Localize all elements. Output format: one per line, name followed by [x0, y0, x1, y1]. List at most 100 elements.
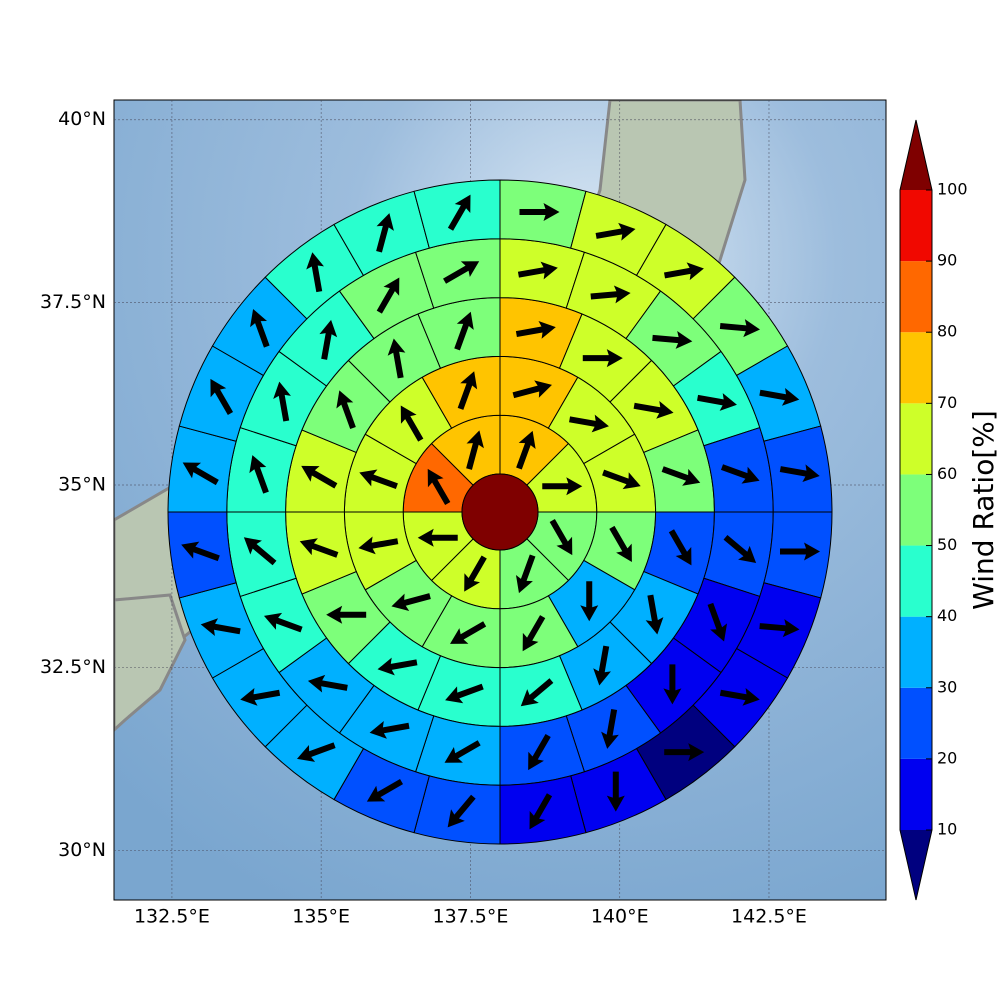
wind-arrow — [427, 468, 451, 506]
wind-arrow — [759, 388, 800, 406]
colorbar-label: Wind Ratio[%] — [967, 410, 1000, 610]
wind-arrow — [182, 462, 219, 486]
wind-arrow — [273, 381, 291, 422]
map-frame — [113, 99, 887, 901]
wind-arrow — [369, 721, 410, 739]
wind-arrow — [697, 393, 737, 411]
wind-arrow — [210, 378, 234, 416]
wind-arrow — [719, 688, 760, 706]
wind-arrow — [417, 528, 458, 547]
wind-arrow — [299, 538, 339, 558]
wind-arrow — [517, 261, 558, 280]
colorbar-bin — [900, 403, 932, 475]
colorbar-tick-label: 70 — [937, 393, 957, 412]
axis-labels: 132.5°E 135°E 137.5°E 140°E 142.5°E 40°N 37.5°… — [40, 108, 807, 927]
colorbar-bin — [900, 332, 932, 404]
wind-arrow — [652, 330, 693, 349]
colorbar-tick-label: 60 — [937, 464, 957, 483]
x-tick-label: 132.5°E — [134, 906, 210, 928]
wind-arrow — [582, 349, 623, 368]
wind-arrow — [529, 793, 553, 830]
wind-arrow — [515, 554, 536, 594]
colorbar-tick-label: 30 — [937, 677, 957, 696]
wind-arrow — [645, 594, 664, 635]
colorbar-tick-label: 20 — [937, 748, 957, 767]
wind-arrow — [720, 464, 760, 484]
wind-arrow — [601, 709, 619, 749]
y-tick-label: 32.5°N — [40, 656, 106, 678]
wind-arrow — [759, 619, 800, 638]
wind-arrow — [444, 740, 481, 763]
wind-arrow — [516, 430, 536, 470]
colorbar-bin — [900, 758, 932, 830]
colorbar-tick-label: 100 — [937, 180, 968, 199]
wind-arrow — [580, 581, 599, 622]
colorbar-tick-label: 40 — [937, 606, 957, 625]
wind-arrow — [457, 371, 478, 410]
colorbar-tick-label: 10 — [937, 820, 957, 839]
wind-arrow — [454, 311, 474, 351]
colorbar-tick-label: 80 — [937, 322, 957, 341]
wind-arrow — [306, 252, 324, 293]
wind-arrow — [569, 414, 609, 433]
wind-arrow — [336, 390, 356, 430]
x-tick-label: 142.5°E — [731, 906, 807, 928]
wind-arrow — [249, 455, 269, 494]
x-tick-label: 137.5°E — [432, 906, 508, 928]
wind-arrow — [263, 612, 303, 633]
land — [114, 593, 187, 733]
sector — [763, 425, 833, 513]
wind-arrow — [391, 593, 431, 611]
wind-arrow — [515, 320, 556, 339]
wind-arrow — [200, 618, 241, 636]
center-disk — [461, 473, 539, 551]
wind-arrow — [447, 194, 471, 231]
wind-arrow — [779, 464, 820, 483]
wind-arrow — [593, 645, 611, 686]
wind-arrow — [661, 466, 701, 486]
wind-arrow — [250, 308, 270, 348]
wind-arrow — [240, 688, 281, 706]
wind-arrows — [181, 194, 821, 830]
wind-arrow — [326, 605, 367, 624]
colorbar-bin — [900, 545, 932, 617]
y-tick-label: 37.5°N — [40, 291, 106, 313]
wind-arrow — [522, 615, 546, 652]
wind-arrow — [447, 794, 476, 828]
wind-arrow — [400, 405, 424, 442]
wind-arrow — [466, 430, 484, 470]
wind-arrow — [512, 380, 552, 399]
wind-arrow — [719, 319, 760, 338]
colorbar-tick-label: 50 — [937, 535, 957, 554]
wind-arrow — [376, 277, 400, 314]
wind-arrow — [590, 285, 631, 304]
y-tick-label: 35°N — [58, 474, 106, 496]
wind-arrow — [307, 674, 348, 693]
wind-arrow — [443, 261, 480, 284]
wind-arrow — [542, 477, 583, 496]
x-tick-label: 140°E — [591, 906, 649, 928]
colorbar-bin — [900, 616, 932, 688]
wind-arrow — [464, 555, 487, 592]
wind-arrow — [319, 319, 338, 360]
wind-arrow — [602, 469, 641, 490]
wind-arrow — [633, 401, 674, 419]
wind-arrow — [366, 778, 404, 802]
colorbar-bin — [900, 190, 932, 262]
colorbar-bin — [900, 261, 932, 333]
wind-arrow — [520, 678, 554, 707]
wind-arrow — [549, 518, 573, 556]
wind-arrow — [780, 542, 821, 561]
wind-arrow — [519, 202, 560, 221]
wind-arrow — [663, 664, 682, 705]
wind-arrow — [296, 742, 336, 762]
wind-arrow — [664, 743, 705, 762]
wind-arrow — [450, 621, 487, 644]
wind-arrow — [376, 213, 394, 253]
wind-arrow — [668, 529, 692, 566]
wind-arrow — [663, 262, 704, 281]
wind-arrow — [609, 525, 632, 562]
colorbar-tick-label: 90 — [937, 251, 957, 270]
wind-arrow — [243, 537, 277, 566]
